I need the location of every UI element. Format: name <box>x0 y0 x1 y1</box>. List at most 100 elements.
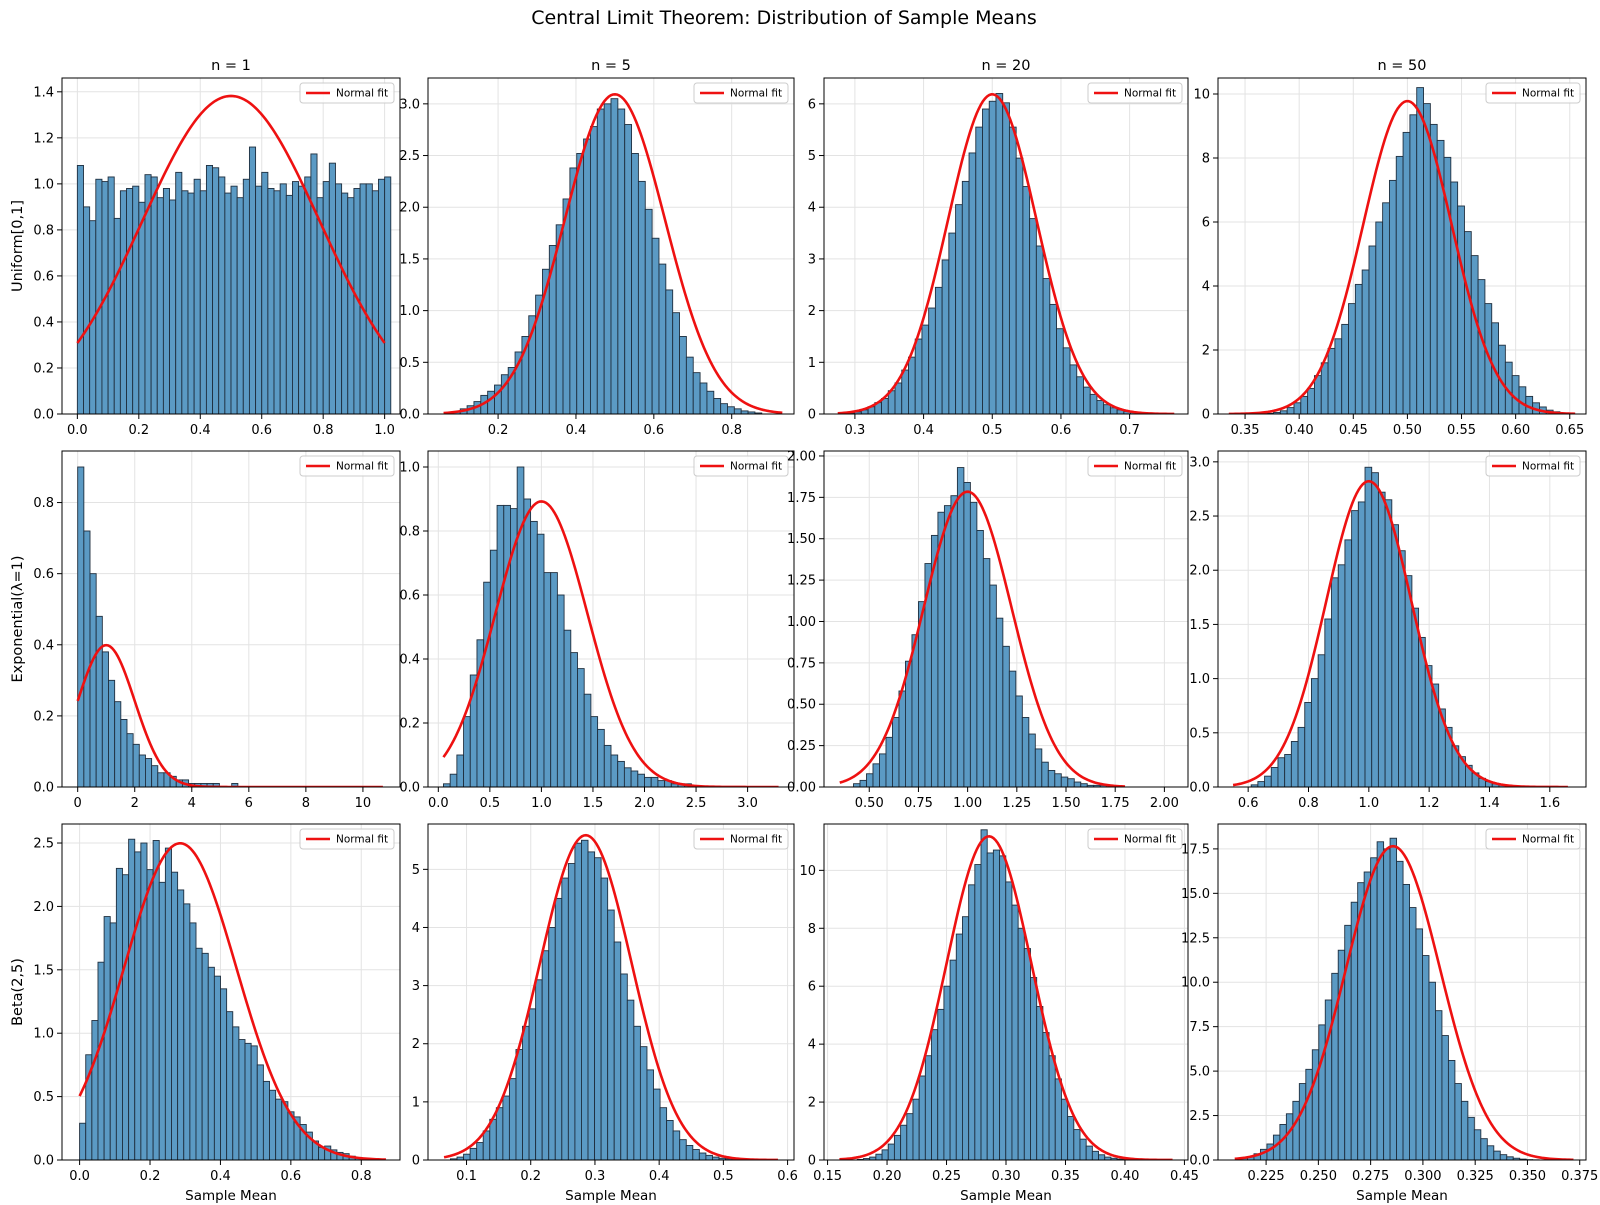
x-tick-label: 0.250 <box>1300 1169 1337 1184</box>
histogram-bar <box>597 728 605 787</box>
histogram-bar <box>91 1020 99 1160</box>
histogram-bar <box>1042 1032 1050 1160</box>
histogram-bar <box>1285 1113 1294 1160</box>
histogram-bar <box>1030 977 1038 1160</box>
x-tick-label: 0.4 <box>190 423 211 438</box>
y-tick-label: 6 <box>808 97 816 112</box>
y-tick-label: 0.2 <box>33 361 54 376</box>
x-tick-label: 2.00 <box>1150 796 1179 811</box>
histogram-bar <box>554 897 563 1160</box>
histogram-bar <box>1079 1138 1087 1160</box>
histogram-bar <box>872 763 880 787</box>
x-tick-label: 0.8 <box>313 423 334 438</box>
histogram-bar <box>1060 1098 1069 1160</box>
histogram-bar <box>988 100 997 414</box>
histogram-bar <box>1447 1059 1456 1160</box>
histogram-bar <box>665 289 674 414</box>
histogram-bar <box>969 501 978 787</box>
histogram-bar <box>231 782 239 787</box>
x-tick-label: 0.2 <box>488 423 509 438</box>
y-tick-label: 6 <box>808 980 816 995</box>
histogram-bar <box>1351 510 1359 787</box>
y-tick-label: 2 <box>412 1037 420 1052</box>
x-tick-label: 0.300 <box>1404 1169 1441 1184</box>
histogram-bar <box>1364 466 1373 787</box>
histogram-bar <box>1036 1006 1044 1160</box>
row-label: Uniform[0,1] <box>10 200 26 292</box>
axes-frame <box>1217 823 1587 1161</box>
x-tick-label: 0.6 <box>281 1169 302 1184</box>
histogram-bar <box>503 504 511 787</box>
x-tick-label: 0.30 <box>992 1169 1021 1184</box>
histogram-bar <box>113 217 121 414</box>
histogram-bar <box>569 167 578 414</box>
x-tick-label: 0.375 <box>1561 1169 1598 1184</box>
histogram-bar <box>905 660 913 787</box>
histogram-bar <box>937 1008 945 1160</box>
x-tick-label: 0.60 <box>1501 423 1530 438</box>
y-tick-label: 0.0 <box>33 781 54 796</box>
histogram-bar <box>657 780 666 787</box>
x-tick-label: 1.2 <box>1419 796 1440 811</box>
x-tick-label: 2.5 <box>686 796 707 811</box>
axes-frame <box>61 823 401 1161</box>
axes-frame <box>61 77 401 415</box>
y-tick-label: 0.8 <box>33 223 54 238</box>
panel-r3-c4: 0.225 0.250 0.275 0.300 0.325 0.350 0.375 0.0 2.… <box>1181 823 1598 1204</box>
y-tick-label: 1.75 <box>787 491 816 506</box>
histogram-bar <box>630 770 639 787</box>
histogram-bar <box>213 975 221 1160</box>
histogram-bar <box>980 829 988 1160</box>
y-tick-label: 0.4 <box>33 315 54 330</box>
x-tick-label: 1.0 <box>531 796 552 811</box>
panel-r2-c1: 0 2 4 6 8 10 0.0 0.2 0.4 0.6 0.8 Normal fit Exponent… <box>10 450 401 811</box>
histogram-bar <box>1286 407 1295 414</box>
x-tick-label: 0.8 <box>351 1169 372 1184</box>
histogram-bars <box>77 466 239 787</box>
histogram-bar <box>248 146 257 414</box>
histogram-bar <box>685 1145 694 1160</box>
x-tick-label: 0.350 <box>1509 1169 1546 1184</box>
panel-r3-c3: 0.15 0.20 0.25 0.30 0.35 0.40 0.45 0 2 4 6 8 10 Norma… <box>799 823 1199 1204</box>
y-tick-label: 0.50 <box>787 698 816 713</box>
axes-frame <box>61 450 401 788</box>
histogram-bar <box>1331 577 1339 787</box>
histogram-bar <box>212 167 220 414</box>
histogram-bar <box>193 178 201 414</box>
histogram-bar <box>653 1088 661 1160</box>
histogram-bar <box>1048 1055 1056 1160</box>
histogram-bar <box>1357 882 1365 1160</box>
histogram-bar <box>1376 841 1385 1160</box>
histogram-bar <box>892 717 900 787</box>
histogram-bar <box>1270 767 1279 787</box>
histogram-bar <box>583 693 592 787</box>
histogram-bar <box>134 851 142 1160</box>
x-tick-label: 0.6 <box>643 423 664 438</box>
histogram-bar <box>463 1153 471 1160</box>
x-tick-label: 0.6 <box>777 1169 798 1184</box>
histogram-bar <box>1423 103 1431 414</box>
x-tick-label: 0.3 <box>585 1169 606 1184</box>
histogram-bar <box>187 192 195 414</box>
y-tick-label: 1.50 <box>787 532 816 547</box>
histogram-bar <box>1334 338 1343 414</box>
histogram-bar <box>995 617 1004 787</box>
histogram-bar <box>292 181 300 414</box>
histogram-bar <box>108 679 116 787</box>
histogram-bar <box>1029 218 1037 414</box>
histogram-bar <box>1017 927 1025 1160</box>
x-tick-label: 1.00 <box>953 796 982 811</box>
histogram-bar <box>1402 131 1411 414</box>
x-tick-label: 0.35 <box>1051 1169 1080 1184</box>
y-tick-label: 8 <box>1202 152 1210 167</box>
y-tick-label: 4 <box>1202 280 1210 295</box>
histogram-bar <box>543 572 552 787</box>
x-tick-label: 0.45 <box>1339 423 1368 438</box>
histogram-bar <box>482 1130 491 1160</box>
histogram-bar <box>157 772 165 787</box>
histogram-bar <box>1327 347 1336 414</box>
histogram-bar <box>1023 948 1031 1160</box>
histogram-bar <box>236 197 244 414</box>
y-tick-label: 0 <box>412 1154 420 1169</box>
